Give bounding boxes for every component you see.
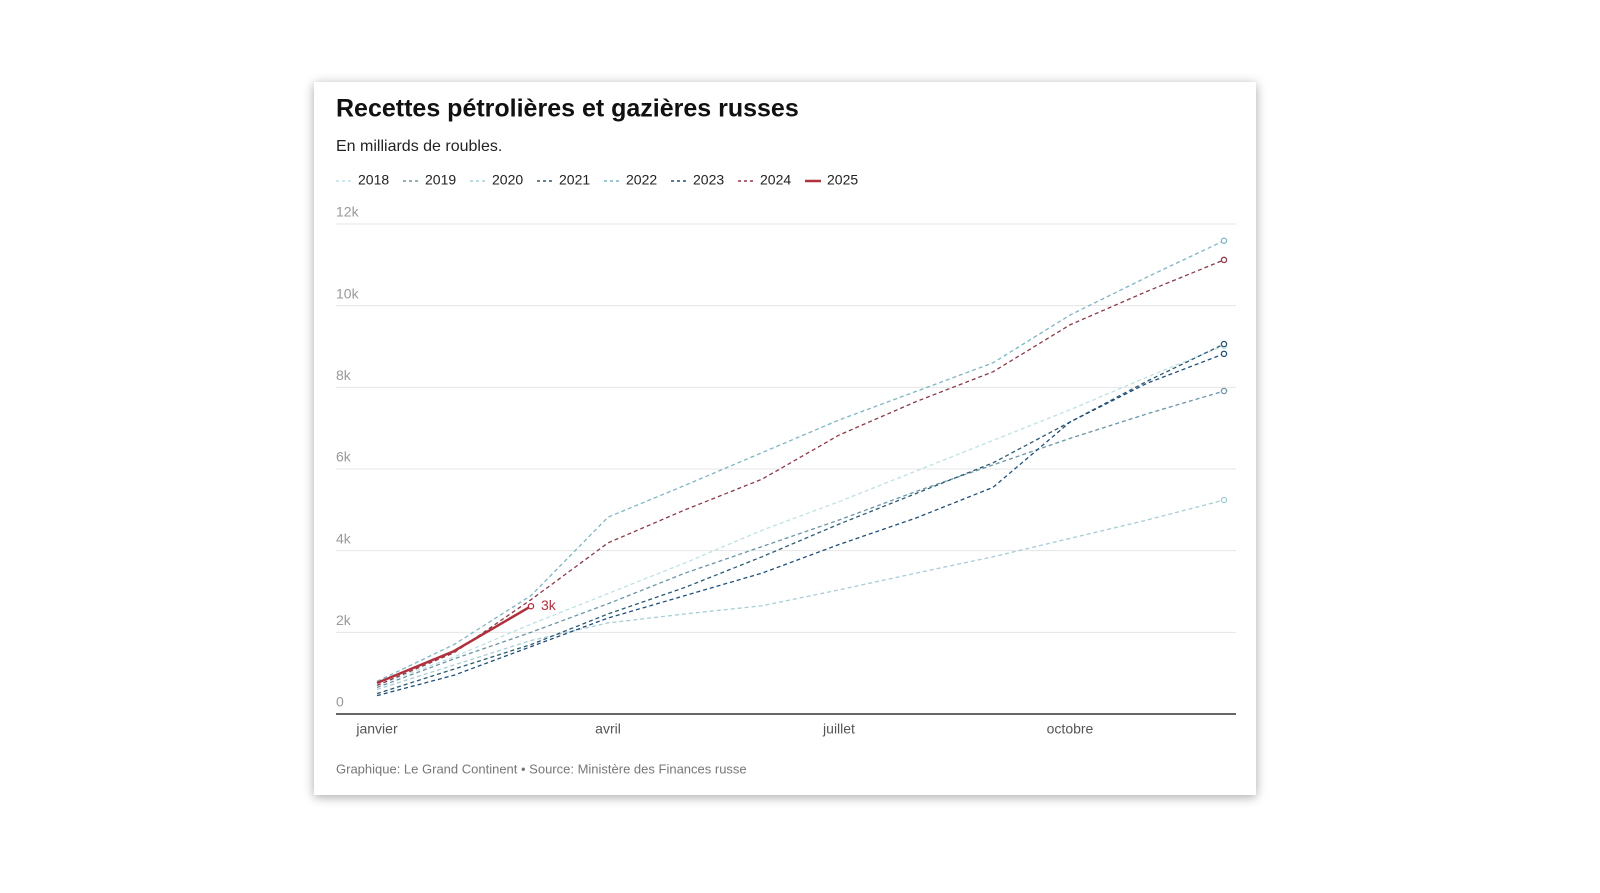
x-tick-label: janvier	[355, 721, 398, 737]
source: Graphique: Le Grand Continent • Source: …	[336, 761, 747, 776]
y-tick-label: 12k	[336, 204, 360, 220]
chart-title: Recettes pétrolières et gazières russes	[336, 95, 799, 123]
legend-label: 2020	[492, 172, 523, 188]
x-tick-label: avril	[595, 721, 621, 737]
line-series	[376, 259, 1225, 687]
end-marker	[1220, 496, 1228, 504]
y-tick-label: 4k	[336, 530, 352, 546]
data-label: 3k	[541, 597, 557, 613]
y-tick-label: 8k	[336, 367, 352, 383]
end-marker	[1220, 237, 1228, 244]
line-series	[376, 353, 1225, 697]
legend-label: 2022	[626, 172, 657, 188]
line-series	[376, 345, 1225, 687]
end-marker	[1220, 350, 1228, 358]
x-tick-label: juillet	[822, 721, 855, 737]
end-marker	[1220, 340, 1228, 348]
y-tick-label: 6k	[336, 449, 352, 465]
legend-label: 2019	[425, 172, 456, 188]
line-series	[376, 240, 1225, 682]
x-tick-label: octobre	[1047, 721, 1094, 737]
line-series	[376, 605, 532, 685]
legend-label: 2025	[827, 172, 858, 188]
end-marker	[1220, 387, 1228, 395]
legend-label: 2024	[760, 172, 791, 188]
line-series	[376, 390, 1225, 689]
y-tick-label: 10k	[336, 285, 360, 301]
end-marker	[527, 602, 535, 610]
y-tick-label: 0	[336, 694, 344, 710]
card	[314, 82, 1256, 795]
y-tick-label: 2k	[336, 612, 352, 628]
end-marker	[1220, 256, 1228, 264]
chart-subtitle: En milliards de roubles.	[336, 138, 502, 155]
legend-label: 2023	[693, 172, 724, 188]
legend-label: 2018	[358, 172, 389, 188]
legend-label: 2021	[559, 172, 590, 188]
line-series	[376, 499, 1225, 691]
